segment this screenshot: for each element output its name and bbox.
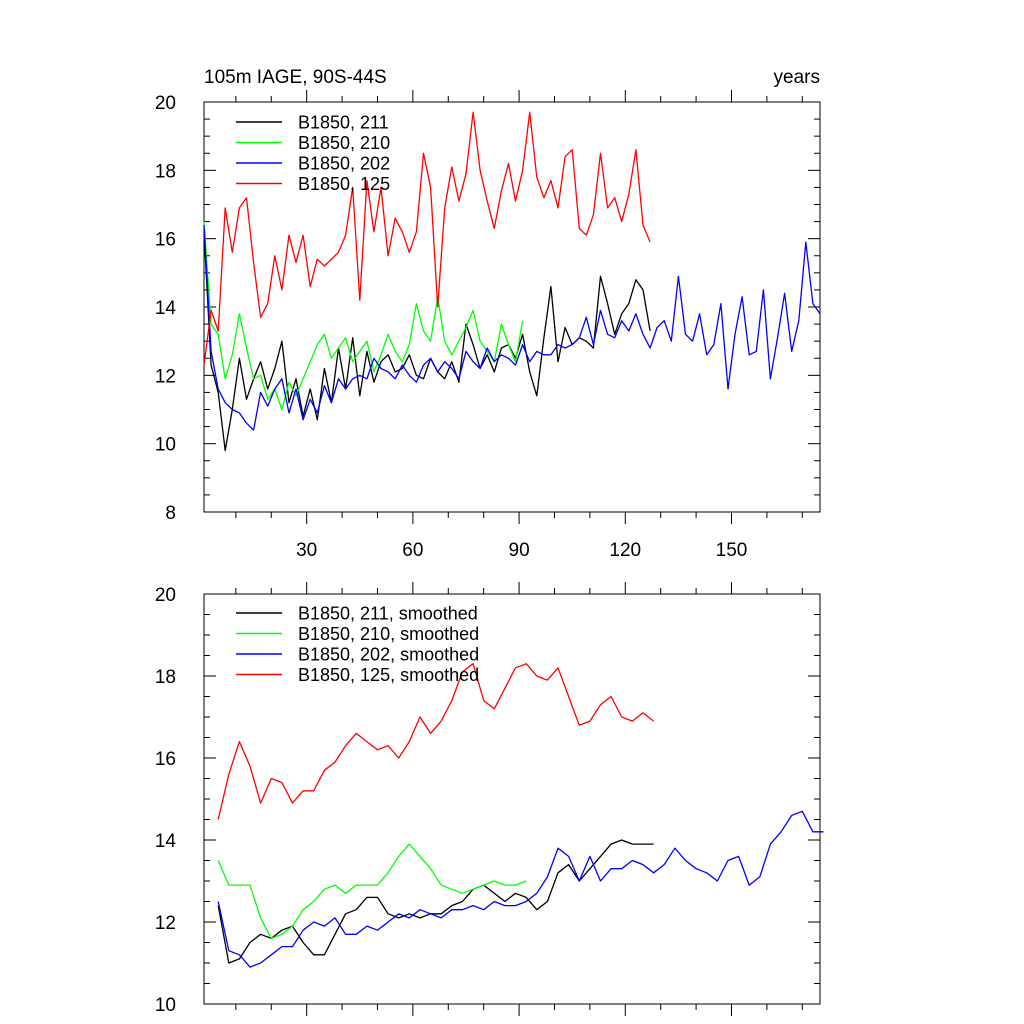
y-tick-label: 10 [155,995,176,1016]
legend-label: B1850, 202, smoothed [298,645,479,665]
y-tick-label: 16 [155,230,176,251]
legend-label: B1850, 202 [298,154,390,174]
y-tick-label: 20 [155,585,176,606]
y-tick-label: 14 [155,831,177,852]
series-line [203,231,651,452]
legend-label: B1850, 210 [298,133,390,153]
y-tick-label: 18 [155,161,176,182]
x-tick-label: 60 [402,540,423,561]
series-line [217,810,824,968]
y-tick-label: 12 [155,913,176,934]
y-tick-label: 12 [155,366,176,387]
series-line [203,224,821,431]
plot-title: 105m IAGE, 90S-44S [204,67,387,88]
y-tick-label: 8 [165,503,176,524]
series-line [203,221,524,411]
series-line [217,663,654,820]
x-tick-label: 120 [609,540,641,561]
x-tick-label: 30 [296,540,317,561]
legend-label: B1850, 210, smoothed [298,624,479,644]
legend-label: B1850, 125 [298,174,390,194]
plot-title-right: years [774,67,820,88]
legend-label: B1850, 125, smoothed [298,665,479,685]
y-tick-label: 18 [155,667,176,688]
x-tick-label: 90 [509,540,530,561]
y-tick-label: 10 [155,435,176,456]
plot-frame [203,101,821,513]
series-line [217,839,654,964]
y-tick-label: 20 [155,93,176,114]
series-line [203,111,651,366]
y-tick-label: 16 [155,749,176,770]
legend-label: B1850, 211, smoothed [298,604,478,624]
x-tick-label: 150 [716,540,748,561]
y-tick-label: 14 [155,298,177,319]
series-line [217,843,527,940]
legend-label: B1850, 211 [298,113,389,133]
